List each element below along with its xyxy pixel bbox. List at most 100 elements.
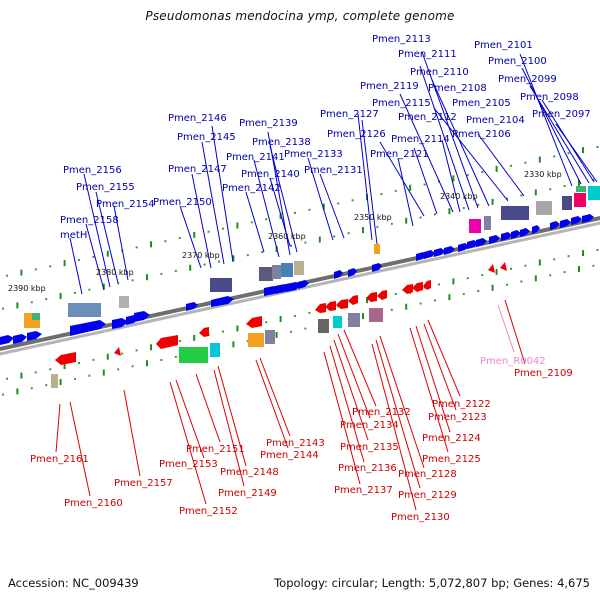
gene-label[interactable]: Pmen_2106 — [452, 129, 511, 140]
annotation-box[interactable] — [32, 313, 40, 320]
forward-gene[interactable] — [13, 334, 27, 344]
gene-label[interactable]: Pmen_2149 — [218, 488, 277, 499]
annotation-box[interactable] — [119, 296, 129, 308]
gene-label[interactable]: Pmen_2115 — [372, 98, 431, 109]
annotation-box[interactable] — [51, 374, 58, 388]
forward-gene[interactable] — [571, 216, 582, 225]
annotation-box[interactable] — [294, 261, 304, 275]
gene-label[interactable]: Pmen_2133 — [284, 149, 343, 160]
forward-gene[interactable] — [444, 246, 455, 255]
annotation-box[interactable] — [281, 263, 293, 277]
annotation-box[interactable] — [574, 193, 586, 207]
gene-label[interactable]: Pmen_2097 — [532, 109, 591, 120]
gene-label[interactable]: Pmen_2136 — [338, 463, 397, 474]
gene-label[interactable]: Pmen_2143 — [266, 438, 325, 449]
annotation-box[interactable] — [179, 347, 208, 363]
forward-gene[interactable] — [298, 280, 309, 289]
gene-label[interactable]: Pmen_2122 — [432, 399, 491, 410]
annotation-box[interactable] — [501, 206, 529, 220]
forward-gene[interactable] — [211, 296, 234, 307]
annotation-box[interactable] — [248, 333, 264, 347]
forward-gene[interactable] — [70, 320, 106, 336]
gene-label[interactable]: Pmen_2148 — [220, 467, 279, 478]
gene-label[interactable]: Pmen_2099 — [498, 74, 557, 85]
gene-label[interactable]: Pmen_2154 — [96, 199, 155, 210]
gene-label[interactable]: Pmen_2121 — [370, 149, 429, 160]
reverse-gene[interactable] — [246, 316, 262, 328]
annotation-box[interactable] — [536, 201, 552, 215]
forward-gene[interactable] — [286, 282, 300, 292]
gene-label[interactable]: Pmen_2128 — [398, 469, 457, 480]
reverse-gene[interactable] — [336, 299, 348, 309]
annotation-box[interactable] — [259, 267, 273, 281]
reverse-gene[interactable] — [500, 262, 507, 271]
annotation-box[interactable] — [374, 244, 380, 254]
annotation-box[interactable] — [588, 186, 600, 200]
reverse-gene[interactable] — [156, 335, 178, 349]
forward-gene[interactable] — [424, 250, 435, 259]
reverse-gene[interactable] — [315, 303, 326, 313]
gene-label[interactable]: Pmen_2140 — [241, 169, 300, 180]
reverse-gene[interactable] — [377, 290, 387, 300]
gene-label[interactable]: Pmen_2127 — [320, 109, 379, 120]
gene-label[interactable]: Pmen_2135 — [340, 442, 399, 453]
forward-gene[interactable] — [501, 232, 512, 241]
gene-label[interactable]: metH — [60, 230, 87, 241]
gene-label[interactable]: Pmen_2158 — [60, 215, 119, 226]
gene-label[interactable]: Pmen_2157 — [114, 478, 173, 489]
gene-label[interactable]: Pmen_2126 — [327, 129, 386, 140]
forward-gene[interactable] — [532, 225, 540, 234]
gene-label[interactable]: Pmen_2137 — [334, 485, 393, 496]
annotation-box[interactable] — [562, 196, 572, 210]
annotation-box[interactable] — [333, 316, 342, 328]
gene-label[interactable]: Pmen_2129 — [398, 490, 457, 501]
gene-label[interactable]: Pmen_2112 — [398, 112, 457, 123]
gene-label[interactable]: Pmen_2152 — [179, 506, 238, 517]
annotation-box[interactable] — [210, 343, 220, 357]
gene-label[interactable]: Pmen_2132 — [352, 407, 411, 418]
forward-gene[interactable] — [476, 238, 487, 247]
gene-label[interactable]: Pmen_2109 — [514, 368, 573, 379]
forward-gene[interactable] — [511, 230, 521, 239]
forward-gene[interactable] — [467, 240, 478, 249]
gene-label[interactable]: Pmen_2144 — [260, 450, 319, 461]
forward-gene[interactable] — [372, 263, 382, 272]
gene-label[interactable]: Pmen_2160 — [64, 498, 123, 509]
reverse-gene[interactable] — [366, 292, 377, 302]
gene-label[interactable]: Pmen_2113 — [372, 34, 431, 45]
forward-gene[interactable] — [489, 235, 500, 244]
annotation-box[interactable] — [348, 313, 360, 327]
gene-label[interactable]: Pmen_2110 — [410, 67, 469, 78]
gene-label[interactable]: Pmen_2119 — [360, 81, 419, 92]
gene-label[interactable]: Pmen_2138 — [252, 137, 311, 148]
reverse-gene[interactable] — [402, 284, 413, 294]
forward-gene[interactable] — [186, 302, 198, 311]
forward-gene[interactable] — [434, 248, 445, 257]
gene-label[interactable]: Pmen_2134 — [340, 420, 399, 431]
forward-gene[interactable] — [520, 228, 530, 237]
gene-label[interactable]: Pmen_2114 — [391, 134, 450, 145]
forward-gene[interactable] — [112, 318, 128, 329]
reverse-gene[interactable] — [412, 282, 423, 292]
gene-label[interactable]: Pmen_2141 — [226, 152, 285, 163]
gene-label[interactable]: Pmen_2124 — [422, 433, 481, 444]
forward-gene[interactable] — [27, 331, 42, 341]
gene-label[interactable]: Pmen_2146 — [168, 113, 227, 124]
forward-gene[interactable] — [134, 311, 150, 322]
annotation-box[interactable] — [469, 219, 481, 233]
gene-label[interactable]: Pmen_2105 — [452, 98, 511, 109]
gene-label[interactable]: Pmen_2150 — [153, 197, 212, 208]
forward-gene[interactable] — [348, 268, 357, 277]
forward-gene[interactable] — [560, 219, 571, 228]
gene-label[interactable]: Pmen_2156 — [63, 165, 122, 176]
gene-label[interactable]: Pmen_2104 — [466, 115, 525, 126]
gene-label[interactable]: Pmen_2145 — [177, 132, 236, 143]
annotation-box[interactable] — [272, 265, 281, 279]
gene-label[interactable]: Pmen_2139 — [239, 118, 298, 129]
reverse-gene[interactable] — [423, 280, 431, 290]
gene-label[interactable]: Pmen_2125 — [422, 454, 481, 465]
gene-label[interactable]: Pmen_2155 — [76, 182, 135, 193]
forward-gene[interactable] — [334, 270, 343, 279]
reverse-gene[interactable] — [55, 352, 76, 365]
forward-gene[interactable] — [550, 221, 560, 230]
